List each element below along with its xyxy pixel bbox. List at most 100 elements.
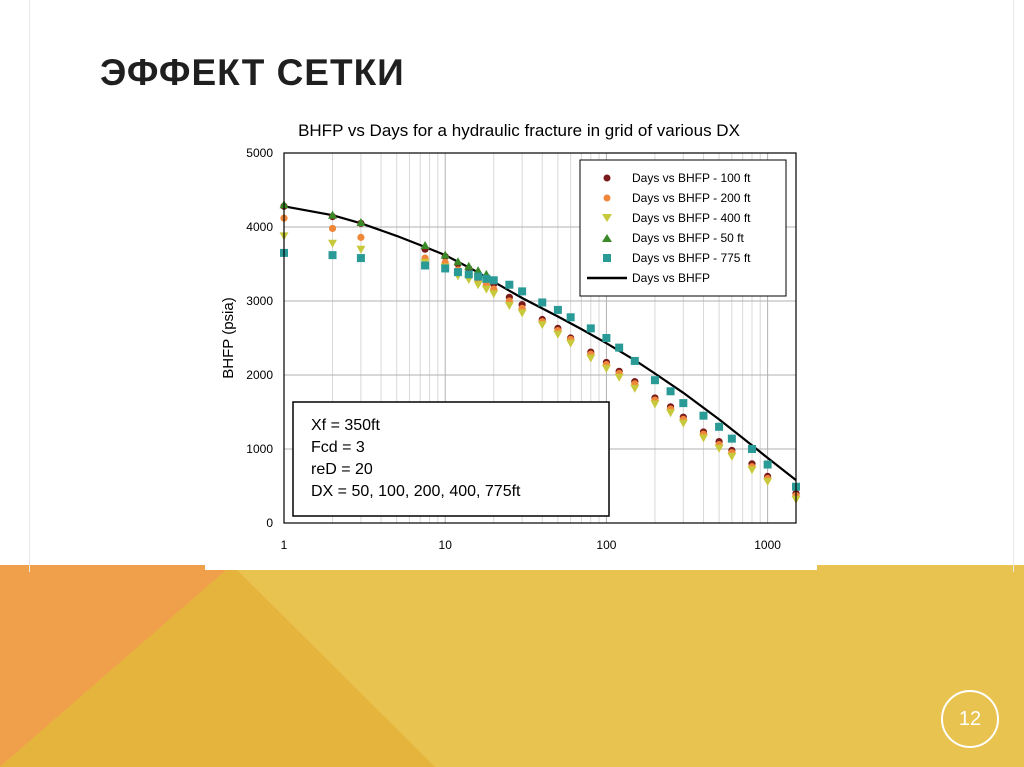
legend-label-400ft: Days vs BHFP - 400 ft: [632, 211, 751, 225]
data-point: [763, 460, 772, 469]
dark-gold-triangle: [0, 565, 435, 767]
data-point: [473, 281, 483, 290]
legend-label-line: Days vs BHFP: [632, 271, 710, 285]
chart: BHFP vs Days for a hydraulic fracture in…: [205, 110, 817, 570]
annotation-box-border: [292, 401, 610, 517]
legend-label-100ft: Days vs BHFP - 100 ft: [632, 171, 751, 185]
slide-title: ЭФФЕКТ СЕТКИ: [100, 52, 405, 93]
legend-marker-775ft: [603, 254, 611, 262]
data-point: [328, 210, 338, 219]
data-point: [538, 298, 547, 307]
y-tick-label: 1000: [246, 442, 273, 456]
data-point: [489, 290, 499, 299]
data-point: [473, 266, 483, 275]
data-point: [441, 264, 450, 273]
data-point: [586, 324, 595, 333]
annotation-line-2: Fcd = 3: [311, 439, 365, 456]
data-point: [566, 313, 575, 322]
data-point: [453, 257, 463, 266]
legend-item-line: Days vs BHFP: [587, 271, 710, 285]
data-point: [615, 343, 624, 352]
legend-label-775ft: Days vs BHFP - 775 ft: [632, 251, 751, 265]
data-point: [328, 239, 338, 248]
data-point: [453, 268, 462, 277]
chart-title: BHFP vs Days for a hydraulic fracture in…: [298, 121, 740, 140]
tick-labels: 0 1000 2000 3000 4000 5000 1 10 100 1000: [246, 146, 781, 552]
annotation-line-3: reD = 20: [311, 461, 373, 478]
legend-box: [579, 159, 787, 297]
series-line-days-vs-bhfp: [283, 205, 797, 481]
data-point: [440, 250, 450, 259]
legend-item-100ft: Days vs BHFP - 100 ft: [603, 171, 751, 185]
data-point: [679, 399, 688, 408]
y-tick-label: 5000: [246, 146, 273, 160]
data-point: [566, 339, 576, 348]
data-point: [553, 330, 563, 339]
data-point: [586, 354, 596, 363]
legend-marker-100ft: [603, 174, 611, 182]
data-point: [727, 452, 737, 461]
x-tick-label: 100: [596, 538, 616, 552]
data-point: [356, 245, 366, 254]
data-point: [630, 384, 640, 393]
plot-area-border: [283, 152, 797, 524]
data-point: [474, 272, 483, 281]
data-point: [328, 251, 337, 260]
data-point: [714, 444, 724, 453]
data-point: [356, 218, 366, 227]
legend-label-50ft: Days vs BHFP - 50 ft: [632, 231, 744, 245]
data-point: [650, 376, 659, 385]
annotation-line-4: DX = 50, 100, 200, 400, 775ft: [311, 483, 521, 500]
data-point: [464, 261, 474, 270]
x-tick-label: 10: [439, 538, 453, 552]
data-point: [747, 466, 757, 475]
data-point: [421, 261, 430, 270]
y-axis-label: BHFP (psia): [220, 297, 237, 378]
data-point: [747, 445, 756, 453]
legend-label-200ft: Days vs BHFP - 200 ft: [632, 191, 751, 205]
data-point: [763, 478, 773, 487]
y-tick-label: 3000: [246, 294, 273, 308]
data-point: [356, 254, 365, 263]
page-number-badge: 12: [941, 690, 999, 748]
data-point: [698, 434, 708, 443]
data-point: [482, 274, 491, 283]
data-point: [489, 276, 498, 285]
data-point: [504, 301, 514, 310]
data-point: [517, 309, 527, 318]
data-point: [630, 356, 639, 365]
annotation-box: Xf = 350ft Fcd = 3 reD = 20 DX = 50, 100…: [292, 401, 610, 517]
data-point: [678, 419, 688, 428]
legend-item-200ft: Days vs BHFP - 200 ft: [603, 191, 751, 205]
data-point: [666, 409, 676, 418]
data-point: [650, 400, 660, 409]
legend-item-400ft: Days vs BHFP - 400 ft: [602, 211, 751, 225]
x-tick-label: 1000: [754, 538, 781, 552]
annotation-line-1: Xf = 350ft: [311, 417, 380, 434]
legend-marker-200ft: [603, 194, 611, 202]
data-point: [727, 434, 736, 443]
legend-item-50ft: Days vs BHFP - 50 ft: [602, 231, 744, 245]
x-tick-label: 1: [281, 538, 288, 552]
data-point: [420, 241, 430, 249]
data-point: [464, 270, 473, 279]
data-point: [505, 280, 514, 289]
data-point: [614, 373, 624, 382]
data-point: [328, 224, 337, 233]
data-point: [715, 422, 724, 431]
legend-marker-400ft: [602, 214, 612, 222]
page-number: 12: [958, 707, 982, 730]
slide-frame: [29, 0, 1014, 572]
y-tick-label: 4000: [246, 220, 273, 234]
data-point: [357, 233, 365, 241]
legend-marker-50ft: [602, 234, 612, 242]
data-point: [481, 285, 491, 294]
legend: Days vs BHFP - 100 ft Days vs BHFP - 200…: [579, 159, 787, 297]
y-tick-label: 0: [266, 516, 273, 530]
data-point: [601, 364, 611, 373]
data-point: [602, 334, 611, 342]
legend-item-775ft: Days vs BHFP - 775 ft: [603, 251, 751, 265]
data-point: [537, 321, 547, 330]
